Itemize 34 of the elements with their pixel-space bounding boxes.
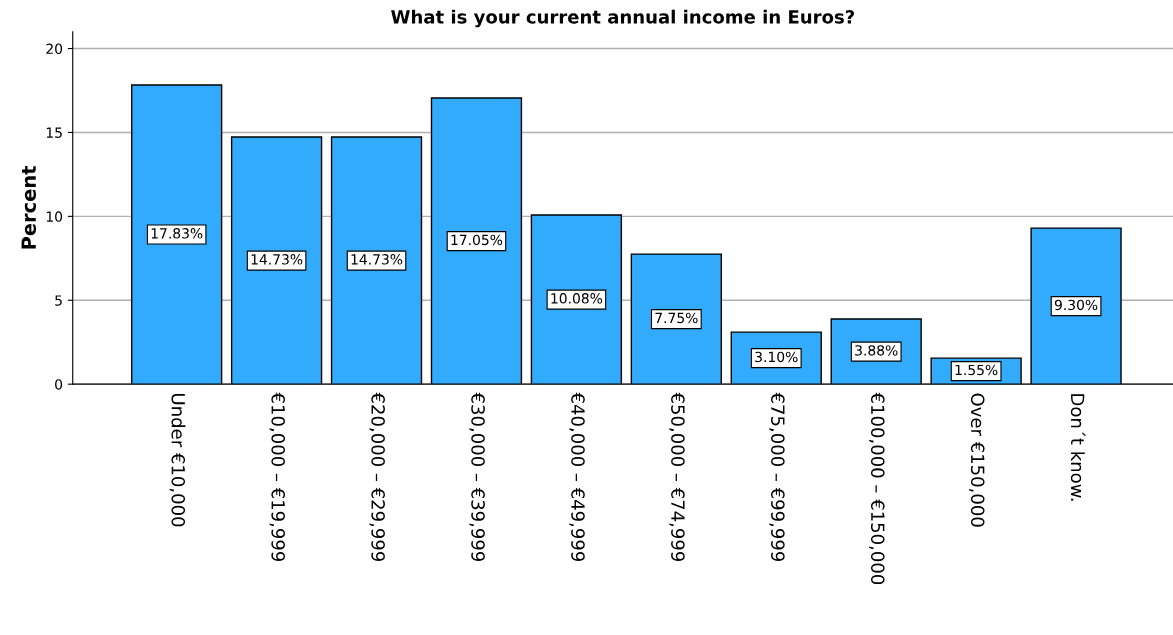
x-tick-label: Don´t know. — [1070, 394, 1086, 501]
x-tick-label: €75,000 – €99,999 — [769, 392, 785, 562]
data-label: 10.08% — [551, 293, 603, 304]
data-label: 14.73% — [351, 254, 403, 265]
bar — [530, 214, 623, 385]
y-tick-label: 20 — [46, 43, 63, 55]
x-tick-label: €100,000 – €150,000 — [869, 392, 885, 585]
bar — [430, 97, 523, 385]
x-tick-label: €50,000 – €74,999 — [669, 392, 685, 562]
data-label: 17.05% — [451, 234, 503, 246]
y-tick-label: 15 — [46, 127, 62, 138]
x-tick-label: €10,000 – €19,999 — [269, 392, 286, 562]
x-tick-label: €40,000 – €49,999 — [569, 392, 585, 562]
x-tick-label: €30,000 – €39,999 — [469, 392, 485, 562]
y-tick-label: 5 — [55, 295, 62, 306]
chart-title: What is your current annual income in Euros? — [391, 9, 855, 28]
data-label: 9.30% — [1054, 299, 1098, 311]
x-tick-label: Over €150,000 — [969, 393, 985, 527]
data-label: 17.83% — [151, 228, 203, 239]
data-label: 7.75% — [655, 312, 698, 324]
data-label: 3.88% — [855, 345, 898, 356]
x-tick-label: Under €10,000 — [169, 394, 186, 527]
bar — [630, 253, 722, 385]
bar — [130, 84, 223, 385]
bar — [330, 136, 423, 385]
y-tick-label: 0 — [55, 379, 63, 390]
y-tick-label: 10 — [46, 211, 63, 222]
data-label: 14.73% — [251, 254, 303, 265]
data-label: 3.10% — [755, 351, 798, 363]
y-axis-title: Percent — [21, 165, 37, 249]
bar — [1030, 227, 1122, 385]
data-label: 1.55% — [955, 364, 998, 376]
bar — [230, 136, 323, 385]
x-tick-label: €20,000 – €29,999 — [369, 392, 385, 562]
